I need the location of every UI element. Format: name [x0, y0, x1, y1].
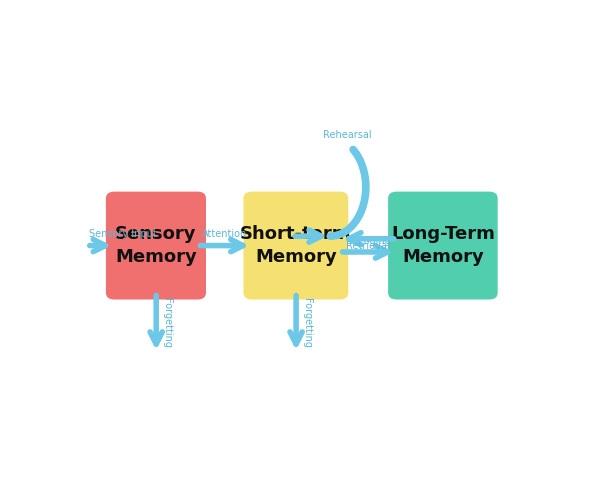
Text: Forgetting: Forgetting — [162, 298, 172, 348]
Text: Retrieval: Retrieval — [346, 241, 390, 251]
Text: Encoding: Encoding — [346, 236, 390, 246]
Text: Short-term
Memory: Short-term Memory — [240, 225, 352, 266]
FancyBboxPatch shape — [244, 192, 348, 299]
Text: Sensory
Memory: Sensory Memory — [115, 225, 197, 266]
Text: Forgetting: Forgetting — [302, 298, 312, 348]
Text: Attention: Attention — [202, 229, 247, 239]
Text: Long-Term
Memory: Long-Term Memory — [391, 225, 495, 266]
FancyBboxPatch shape — [388, 192, 498, 299]
Text: Rehearsal: Rehearsal — [324, 130, 372, 140]
FancyBboxPatch shape — [106, 192, 206, 299]
Text: Sensory Input: Sensory Input — [89, 229, 157, 239]
